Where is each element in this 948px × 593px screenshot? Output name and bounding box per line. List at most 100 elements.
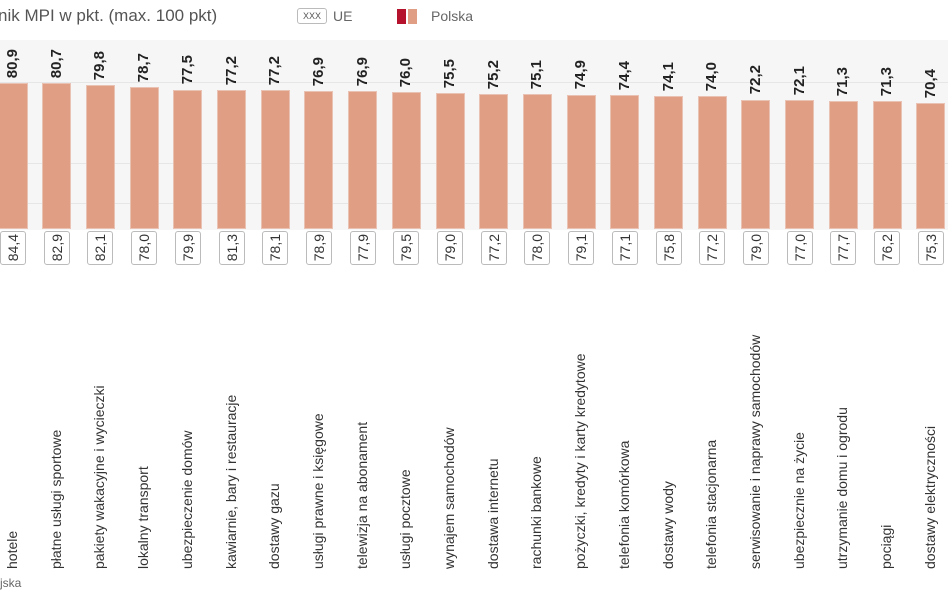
category-label: płatne usługi sportowe: [47, 429, 64, 569]
gridline: [0, 203, 948, 204]
value-label-ue: 78,0: [131, 231, 158, 265]
value-label-ue-text: 82,1: [92, 234, 109, 262]
category-label: wynajem samochodów: [441, 427, 457, 569]
category-label: hotele: [4, 530, 20, 569]
bar-value-label-polska: 72,1: [790, 65, 808, 95]
value-label-ue: 79,9: [174, 231, 201, 265]
value-label-ue: 79,5: [393, 231, 420, 265]
bar-value-label-polska: 77,2: [266, 55, 284, 86]
category-label: rachunki bankowe: [528, 456, 545, 569]
bar-polska: [828, 101, 858, 229]
category-label: ubezpiecznie na życie: [790, 432, 807, 569]
bar-value-label-polska: 74,9: [572, 60, 590, 90]
value-label-ue: 77,0: [786, 231, 813, 265]
category-label: ubezpieczenie domów: [178, 430, 195, 569]
value-label-ue-text: 78,0: [529, 234, 546, 262]
category-label: utrzymanie domu i ogrodu: [834, 407, 851, 569]
value-label-ue: 77,9: [349, 231, 376, 265]
bar-value-label-polska: 75,5: [441, 59, 458, 89]
bar-polska: [173, 89, 203, 229]
bar-value-label-polska: 80,9: [4, 48, 21, 79]
value-label-ue-text: 77,9: [354, 234, 371, 262]
value-label-ue-text: 75,8: [660, 234, 677, 262]
value-label-ue-text: 78,0: [136, 234, 153, 262]
bar-polska: [785, 99, 815, 229]
category-label: serwisowanie i naprawy samochodów: [746, 334, 763, 569]
bar-polska: [522, 94, 552, 229]
value-label-ue: 77,2: [480, 231, 507, 265]
value-label-ue: 82,9: [43, 231, 70, 265]
bar-polska: [697, 96, 727, 229]
value-label-ue: 82,1: [87, 231, 114, 265]
category-label: dostawy wody: [659, 481, 676, 569]
bar-value-label-polska: 77,5: [178, 55, 196, 85]
bar-value-label-polska: 71,3: [878, 67, 895, 97]
bar-value-label-polska: 76,9: [309, 56, 327, 86]
value-label-ue-text: 75,3: [922, 234, 939, 262]
bar-value-label-polska: 78,7: [135, 53, 153, 83]
value-label-ue-text: 77,2: [485, 234, 502, 262]
bar-value-label-polska: 79,8: [91, 50, 109, 81]
value-label-ue-text: 76,2: [879, 234, 895, 262]
value-label-ue: 75,8: [655, 231, 682, 265]
value-label-ue-text: 79,1: [573, 234, 590, 262]
value-label-ue: 77,2: [699, 231, 726, 265]
bar-value-label-polska: 80,7: [47, 49, 65, 79]
bar-value-label-polska: 74,1: [659, 61, 677, 92]
category-label: usługi prawne i księgowe: [309, 413, 326, 569]
value-label-ue-text: 79,9: [179, 234, 196, 262]
value-label-ue: 78,9: [305, 231, 332, 265]
bar-value-label-polska: 74,4: [615, 61, 633, 91]
value-label-ue-text: 78,9: [310, 234, 327, 262]
value-label-ue: 84,4: [0, 231, 26, 265]
value-label-ue-text: 79,0: [747, 234, 764, 262]
bar-polska: [260, 90, 290, 229]
legend-eu-label: UE: [333, 8, 353, 24]
category-label: dostawa internetu: [484, 458, 501, 569]
legend-eu: XXX UE: [297, 8, 352, 24]
bar-value-label-polska: 76,9: [353, 56, 371, 86]
category-label: kawiarnie, bary i restauracje: [222, 394, 239, 569]
value-label-ue-text: 79,0: [442, 234, 458, 262]
legend-pl-swatch-dark: [397, 8, 406, 24]
bar-value-label-polska: 72,2: [746, 65, 764, 95]
value-label-ue: 76,2: [874, 231, 900, 265]
bar-polska: [872, 101, 902, 229]
bar-polska: [0, 83, 28, 229]
chart-title: nik MPI w pkt. (max. 100 pkt): [0, 6, 218, 25]
bar-polska: [348, 90, 378, 229]
category-label: telewizja na abonament: [353, 421, 370, 569]
legend-pl: Polska: [397, 8, 473, 24]
value-label-ue-text: 84,4: [5, 234, 21, 262]
value-label-ue-text: 77,0: [791, 234, 808, 262]
value-label-ue: 81,3: [218, 231, 245, 265]
category-label: dostawy gazu: [266, 483, 283, 569]
value-label-ue-text: 82,9: [48, 234, 65, 262]
category-label: pożyczki, kredyty i karty kredytowe: [572, 353, 589, 569]
value-label-ue: 79,0: [437, 231, 463, 265]
bar-value-label-polska: 74,0: [703, 62, 721, 92]
value-label-ue-text: 77,2: [704, 234, 721, 262]
bar-polska: [654, 96, 683, 229]
legend-eu-swatch: XXX: [297, 8, 328, 24]
category-label: telefonia komórkowa: [615, 440, 632, 569]
bar-polska: [42, 83, 72, 229]
bar-value-label-polska: 77,2: [222, 55, 240, 86]
bar-value-label-polska: 75,1: [528, 59, 546, 90]
category-label: lokalny transport: [135, 466, 152, 569]
category-label: dostawy elektryczności: [921, 425, 938, 569]
source-note: jska: [0, 576, 22, 590]
value-label-ue: 75,3: [917, 231, 944, 265]
gridline: [0, 82, 948, 83]
gridline: [0, 163, 948, 164]
value-label-ue: 77,1: [611, 231, 638, 265]
bar-polska: [916, 103, 946, 229]
bar-polska: [217, 90, 246, 229]
bar-polska: [435, 93, 465, 229]
legend-pl-swatch-light: [408, 8, 417, 24]
value-label-ue-text: 77,7: [835, 234, 852, 262]
bar-polska: [479, 93, 509, 229]
value-label-ue-text: 77,1: [616, 234, 633, 262]
value-label-ue-text: 81,3: [223, 234, 240, 262]
value-label-ue-text: 78,1: [267, 234, 284, 262]
